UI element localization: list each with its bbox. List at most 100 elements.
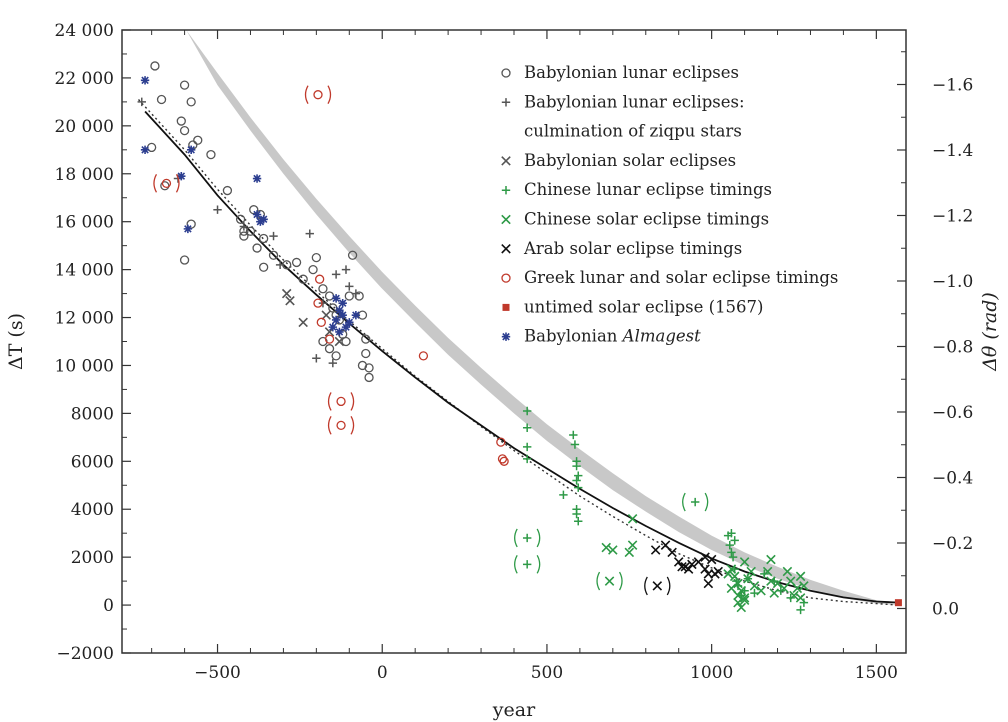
marker-shape xyxy=(522,533,532,543)
marker-shape xyxy=(572,461,581,471)
marker-shape xyxy=(723,569,733,579)
y-tick-label: 12 000 xyxy=(55,309,114,329)
marker-shape xyxy=(335,306,344,315)
data-point xyxy=(239,222,249,231)
bracketed-point xyxy=(327,392,355,411)
marker-shape xyxy=(213,205,222,214)
data-point xyxy=(314,274,325,284)
y-tick-label: 10 000 xyxy=(55,356,114,376)
data-point xyxy=(351,310,361,320)
marker-shape xyxy=(728,552,738,562)
marker-shape xyxy=(729,571,740,582)
data-point xyxy=(252,243,262,253)
y-tick-label: 16 000 xyxy=(55,213,114,233)
marker-shape xyxy=(140,76,150,85)
marker-shape xyxy=(522,560,532,569)
data-point xyxy=(140,145,150,155)
data-point xyxy=(795,571,806,582)
data-point xyxy=(726,564,737,574)
marker-shape xyxy=(766,576,776,586)
marker-shape xyxy=(522,406,532,416)
marker-shape xyxy=(894,599,902,607)
legend-marker xyxy=(501,244,511,254)
marker-shape xyxy=(792,583,803,594)
marker-shape xyxy=(501,273,511,283)
marker-shape xyxy=(650,545,661,555)
bracketed-point xyxy=(327,416,355,435)
marker-shape xyxy=(137,97,146,107)
y-tick-label: 18 000 xyxy=(55,165,114,185)
marker-shape xyxy=(522,423,532,432)
data-point xyxy=(706,554,717,565)
data-point xyxy=(361,334,371,344)
y2-tick-label: −1.0 xyxy=(932,272,973,292)
bracketed-point xyxy=(596,571,623,591)
data-point xyxy=(700,552,710,562)
data-point xyxy=(739,593,750,603)
solid-fit-curve xyxy=(144,110,900,604)
data-point xyxy=(341,265,351,274)
marker-shape xyxy=(799,581,809,591)
data-point xyxy=(522,406,532,416)
marker-shape xyxy=(499,456,509,466)
bracket-right xyxy=(175,174,180,193)
marker-shape xyxy=(795,571,806,582)
marker-shape xyxy=(364,372,374,383)
marker-shape xyxy=(258,233,269,244)
data-point xyxy=(522,423,532,432)
marker-shape xyxy=(345,318,354,327)
data-point xyxy=(713,566,724,577)
marker-shape xyxy=(357,360,368,371)
legend-label: Babylonian solar eclipses xyxy=(524,151,736,170)
legend-label: Greek lunar and solar eclipse timings xyxy=(524,268,838,287)
legend-marker xyxy=(501,186,511,195)
data-point xyxy=(161,178,172,189)
marker-shape xyxy=(351,289,361,298)
marker-shape xyxy=(239,222,249,231)
data-point xyxy=(193,135,203,145)
marker-shape xyxy=(789,590,799,601)
marker-shape xyxy=(501,186,511,195)
marker-shape xyxy=(335,327,344,337)
legend-item: Greek lunar and solar eclipse timings xyxy=(501,268,838,287)
data-point xyxy=(268,250,279,260)
data-point xyxy=(222,185,233,196)
series-1 xyxy=(137,97,361,368)
data-point xyxy=(156,94,167,105)
legend-label: Chinese lunar eclipse timings xyxy=(524,180,772,199)
data-point xyxy=(789,590,799,601)
data-point xyxy=(727,548,736,557)
bracketed-point xyxy=(514,555,541,574)
bracketed-point xyxy=(644,576,671,596)
data-point xyxy=(206,149,216,160)
marker-shape xyxy=(328,322,338,332)
series-7 xyxy=(894,599,902,607)
y2-tick-label: 0.0 xyxy=(932,599,959,619)
data-point xyxy=(799,581,809,591)
marker-shape xyxy=(727,548,736,557)
data-point xyxy=(766,554,776,565)
marker-shape xyxy=(522,454,532,464)
data-point xyxy=(574,517,583,526)
legend-label: Babylonian lunar eclipses: xyxy=(524,92,745,111)
marker-shape xyxy=(186,97,196,107)
data-point xyxy=(312,354,321,363)
data-point xyxy=(341,322,351,332)
data-point xyxy=(338,310,347,320)
legend-item: Babylonian lunar eclipses: xyxy=(501,92,745,111)
data-point xyxy=(570,440,580,449)
marker-shape xyxy=(739,557,750,567)
data-point xyxy=(795,593,806,603)
dotted-fit-curve xyxy=(137,99,900,606)
marker-shape xyxy=(313,298,323,308)
marker-shape xyxy=(245,226,256,236)
marker-shape xyxy=(570,440,580,449)
data-point xyxy=(336,420,346,431)
shaded-band-layer xyxy=(186,30,900,606)
y-tick-label: 2000 xyxy=(71,548,114,568)
data-point xyxy=(344,291,354,301)
data-point xyxy=(305,229,314,238)
data-point xyxy=(269,231,278,241)
marker-shape xyxy=(298,317,308,328)
marker-shape xyxy=(726,564,737,574)
